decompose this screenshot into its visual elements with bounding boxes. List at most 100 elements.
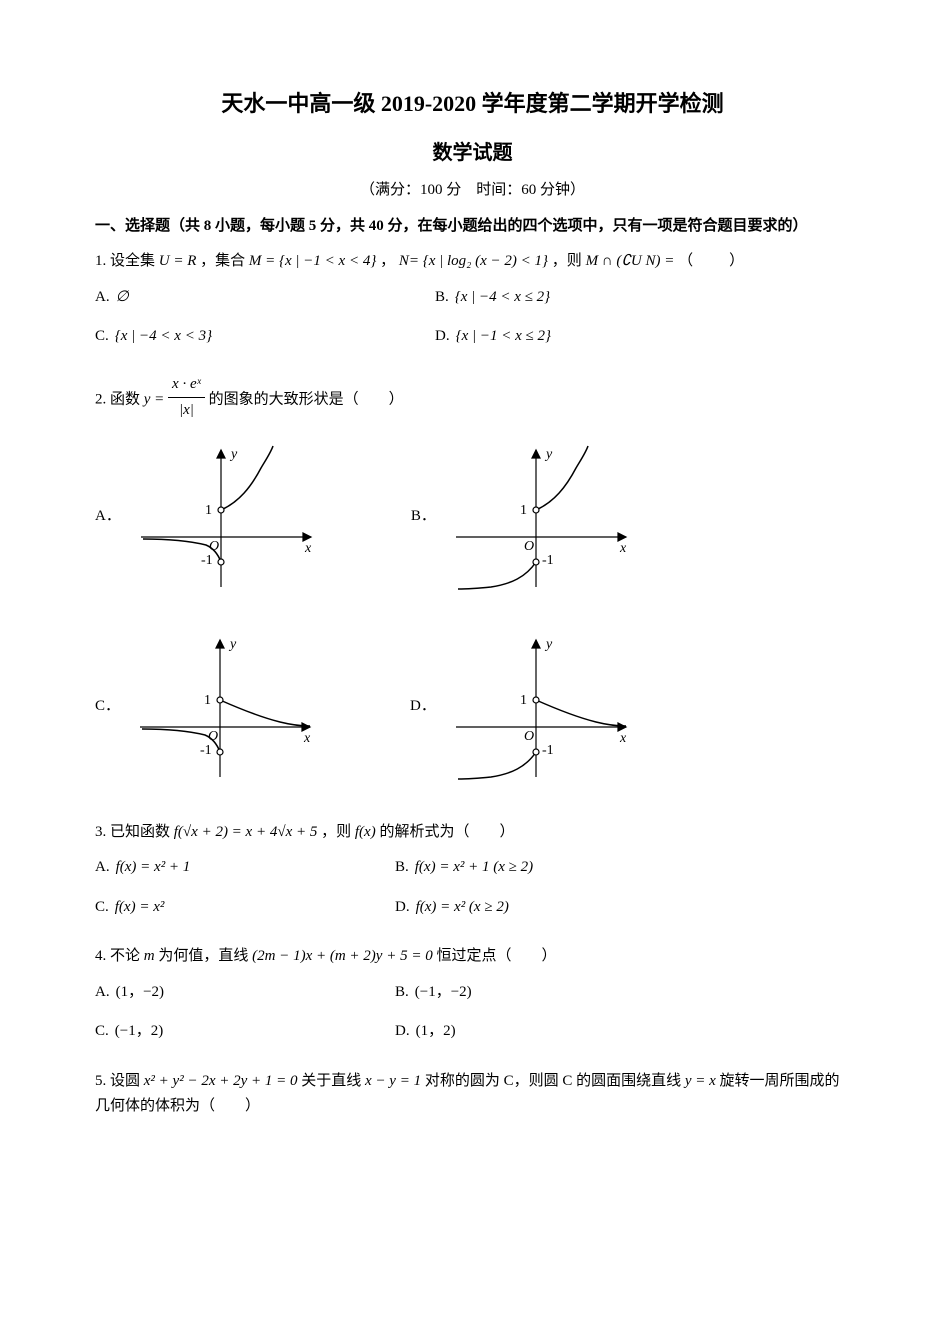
q1-opt-B: B.{x | −4 < x ≤ 2} (435, 285, 735, 311)
q1-opt-B-value: {x | −4 < x ≤ 2} (455, 285, 550, 311)
q1-opt-A: A.∅ (95, 285, 395, 311)
q5-number: 5. (95, 1073, 106, 1089)
svg-text:1: 1 (520, 503, 527, 518)
q3-opt-A-value: f(x) = x² + 1 (116, 855, 191, 881)
q3-opt-D-value: f(x) = x² (x ≥ 2) (416, 895, 509, 921)
exam-subtitle: （满分：100 分 时间：60 分钟） (95, 178, 850, 204)
q1-mid1: ，集合 (200, 253, 245, 269)
q1-M: M = {x | −1 < x < 4} (249, 253, 376, 269)
q1-text-pre: 设全集 (110, 253, 155, 269)
q2-label-C: C． (95, 694, 120, 720)
q3-fx: f(x) (355, 824, 376, 840)
q1-tail: （ ） (678, 253, 746, 269)
question-2: 2. 函数 y = x · eˣ |x| 的图象的大致形状是（ ） A． O x… (95, 374, 850, 806)
q3-opt-B: B.f(x) = x² + 1 (x ≥ 2) (395, 855, 695, 881)
q2-pre: 函数 (110, 391, 140, 407)
q4-number: 4. (95, 948, 106, 964)
q1-opt-A-value: ∅ (116, 285, 129, 311)
q5-mid2: 对称的圆为 C，则圆 C 的圆面围绕直线 (425, 1073, 681, 1089)
svg-text:-1: -1 (200, 743, 212, 758)
q1-expr: M ∩ (∁U N) = (586, 253, 675, 269)
q4-opt-B-value: (−1，−2) (415, 980, 472, 1006)
svg-text:1: 1 (204, 693, 211, 708)
graph-C-svg: O x y 1 -1 (130, 632, 320, 782)
q2-graph-C: C． O x y 1 -1 (95, 632, 320, 782)
q2-label-B: B． (411, 504, 436, 530)
graph-A-svg: O x y 1 -1 (131, 442, 321, 592)
question-1: 1. 设全集 U = R ，集合 M = {x | −1 < x < 4} ， … (95, 249, 850, 360)
q2-label-D: D． (410, 694, 436, 720)
svg-text:O: O (524, 729, 534, 744)
q4-opt-B: B.(−1，−2) (395, 980, 695, 1006)
q2-frac-num: x · eˣ (168, 372, 205, 399)
svg-text:y: y (544, 447, 553, 462)
question-5: 5. 设圆 x² + y² − 2x + 2y + 1 = 0 关于直线 x −… (95, 1069, 850, 1120)
q1-number: 1. (95, 253, 106, 269)
q1-U: U = R (159, 253, 197, 269)
svg-text:y: y (229, 447, 238, 462)
q2-graph-D: D． O x y 1 -1 (410, 632, 636, 782)
q1-mid3: ，则 (552, 253, 582, 269)
section-1-heading: 一、选择题（共 8 小题，每小题 5 分，共 40 分，在每小题给出的四个选项中… (95, 214, 850, 240)
q3-opt-D: D.f(x) = x² (x ≥ 2) (395, 895, 695, 921)
q4-opt-C-value: (−1，2) (115, 1019, 163, 1045)
q1-opt-D: D.{x | −1 < x ≤ 2} (435, 324, 735, 350)
svg-text:y: y (544, 637, 553, 652)
q4-var: m (144, 948, 155, 964)
exam-school-title: 天水一中高一级 2019-2020 学年度第二学期开学检测 (95, 85, 850, 122)
q1-opt-D-value: {x | −1 < x ≤ 2} (456, 324, 551, 350)
q1-opt-C: C.{x | −4 < x < 3} (95, 324, 395, 350)
q1-N-prefix: N= (399, 253, 419, 269)
question-3: 3. 已知函数 f(√x + 2) = x + 4√x + 5 ，则 f(x) … (95, 820, 850, 931)
q3-fdef: f(√x + 2) = x + 4√x + 5 (174, 824, 318, 840)
q2-number: 2. (95, 391, 106, 407)
q2-label-A: A． (95, 504, 121, 530)
q5-line2: y = x (685, 1073, 716, 1089)
q5-circle: x² + y² − 2x + 2y + 1 = 0 (144, 1073, 298, 1089)
question-4: 4. 不论 m 为何值，直线 (2m − 1)x + (m + 2)y + 5 … (95, 944, 850, 1055)
q5-pre: 设圆 (110, 1073, 140, 1089)
q4-opt-D: D.(1，2) (395, 1019, 695, 1045)
q2-frac-den: |x| (168, 398, 205, 424)
q3-opt-B-value: f(x) = x² + 1 (x ≥ 2) (415, 855, 533, 881)
q3-number: 3. (95, 824, 106, 840)
q1-opt-C-value: {x | −4 < x < 3} (115, 324, 212, 350)
graph-B-svg: O x y 1 -1 (446, 442, 636, 592)
q2-graph-B: B． O x y 1 -1 (411, 442, 636, 592)
q1-mid2: ， (380, 253, 395, 269)
q4-line: (2m − 1)x + (m + 2)y + 5 = 0 (252, 948, 433, 964)
q4-tail: 恒过定点（ ） (436, 948, 556, 964)
svg-text:x: x (619, 541, 627, 556)
q3-opt-C-value: f(x) = x² (115, 895, 165, 921)
q3-pre: 已知函数 (110, 824, 170, 840)
q3-opt-A: A.f(x) = x² + 1 (95, 855, 355, 881)
q2-fraction: x · eˣ |x| (168, 372, 205, 424)
svg-text:1: 1 (205, 503, 212, 518)
svg-text:x: x (304, 541, 312, 556)
svg-text:x: x (303, 731, 311, 746)
q5-mid1: 关于直线 (301, 1073, 361, 1089)
graph-D-svg: O x y 1 -1 (446, 632, 636, 782)
q4-opt-D-value: (1，2) (416, 1019, 456, 1045)
svg-text:1: 1 (520, 693, 527, 708)
q4-opt-A-value: (1，−2) (116, 980, 164, 1006)
svg-text:-1: -1 (201, 553, 213, 568)
q3-opt-C: C.f(x) = x² (95, 895, 355, 921)
q3-tail: 的解析式为（ ） (379, 824, 514, 840)
svg-text:-1: -1 (542, 553, 554, 568)
q4-opt-C: C.(−1，2) (95, 1019, 355, 1045)
q5-line1: x − y = 1 (365, 1073, 421, 1089)
svg-text:O: O (208, 729, 218, 744)
q4-pre: 不论 (110, 948, 140, 964)
svg-text:O: O (209, 539, 219, 554)
svg-text:y: y (228, 637, 237, 652)
svg-text:x: x (619, 731, 627, 746)
q2-graph-A: A． O x y 1 -1 (95, 442, 321, 592)
q2-tail: 的图象的大致形状是（ ） (209, 391, 404, 407)
q3-mid: ，则 (321, 824, 351, 840)
exam-subject-title: 数学试题 (95, 136, 850, 170)
q1-N: {x | log₂ (x − 2) < 1} (423, 253, 548, 269)
svg-text:-1: -1 (542, 743, 554, 758)
q4-mid1: 为何值，直线 (158, 948, 248, 964)
svg-text:O: O (524, 539, 534, 554)
